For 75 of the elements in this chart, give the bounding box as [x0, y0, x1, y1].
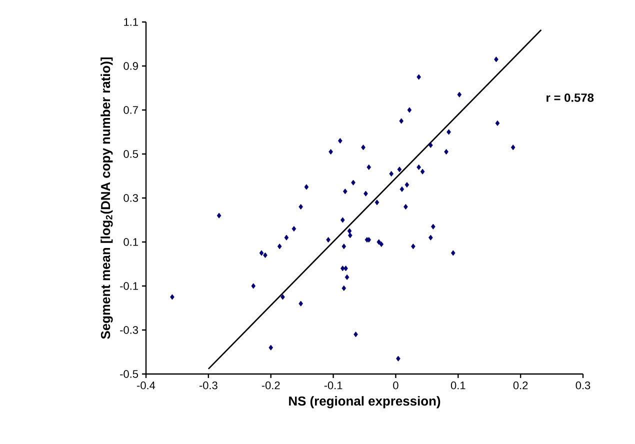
y-tick-label: 0.3 — [124, 194, 138, 202]
point — [399, 118, 404, 124]
point — [343, 188, 348, 194]
y-tick-label: -0.5 — [120, 370, 138, 378]
point — [340, 266, 345, 272]
point — [411, 244, 416, 250]
point — [510, 144, 516, 150]
point — [431, 224, 436, 230]
point — [416, 164, 421, 170]
point — [457, 92, 462, 98]
point — [251, 283, 256, 289]
y-tick-label: 0.7 — [124, 106, 138, 114]
point — [366, 164, 372, 170]
point — [374, 200, 380, 206]
point — [416, 74, 421, 80]
point — [495, 120, 500, 126]
point — [428, 142, 433, 148]
x-axis-title: NS (regional expression) — [289, 396, 440, 408]
point — [400, 186, 404, 192]
point — [404, 204, 408, 210]
point — [340, 217, 345, 223]
point — [326, 237, 330, 243]
x-tick-label: 0 — [393, 382, 398, 390]
y-axis-title: Segment mean [log$_{2}$(DNA copy number ratio)] — [100, 57, 113, 339]
point — [404, 182, 410, 188]
x-tick-label: 0.2 — [513, 382, 528, 390]
point — [284, 234, 289, 240]
point — [344, 266, 348, 272]
y-tick-label: 0.1 — [124, 238, 138, 246]
x-tick-label: -0.4 — [137, 382, 156, 390]
y-tick-label: -0.1 — [120, 282, 138, 290]
point — [259, 250, 264, 256]
y-tick-label: 0.9 — [124, 62, 138, 70]
point — [446, 129, 451, 135]
point — [170, 294, 174, 300]
point — [361, 144, 366, 150]
point — [428, 234, 433, 240]
point — [277, 244, 282, 250]
y-tick-label: -0.3 — [120, 326, 138, 334]
point — [338, 138, 342, 144]
point — [328, 149, 333, 155]
point — [364, 190, 368, 196]
point — [347, 228, 352, 234]
point — [379, 241, 384, 247]
point — [444, 149, 448, 155]
x-tick-label: 0.3 — [576, 382, 590, 390]
point — [348, 232, 352, 238]
point — [342, 244, 346, 250]
point — [344, 274, 350, 280]
point — [351, 180, 356, 186]
x-tick-label: 0.1 — [450, 382, 466, 390]
point — [292, 226, 296, 232]
point — [354, 332, 358, 338]
y-tick-label: 1.1 — [124, 18, 138, 26]
point — [263, 252, 268, 258]
y-tick-label: 0.5 — [124, 150, 138, 158]
point — [376, 239, 382, 245]
point — [451, 250, 456, 256]
point — [280, 294, 285, 300]
point — [298, 300, 303, 306]
point — [342, 285, 346, 291]
x-tick-label: -0.3 — [199, 382, 218, 390]
point — [494, 56, 498, 62]
point — [304, 184, 309, 190]
point — [298, 204, 303, 210]
point — [397, 166, 402, 172]
point — [216, 212, 222, 218]
x-tick-label: -0.2 — [262, 382, 280, 390]
x-tick-label: -0.1 — [324, 382, 342, 390]
point — [396, 356, 400, 362]
point — [420, 168, 425, 174]
point — [268, 344, 274, 350]
point — [407, 107, 412, 113]
annotation: r = 0.578 — [546, 93, 594, 102]
point — [389, 171, 394, 177]
